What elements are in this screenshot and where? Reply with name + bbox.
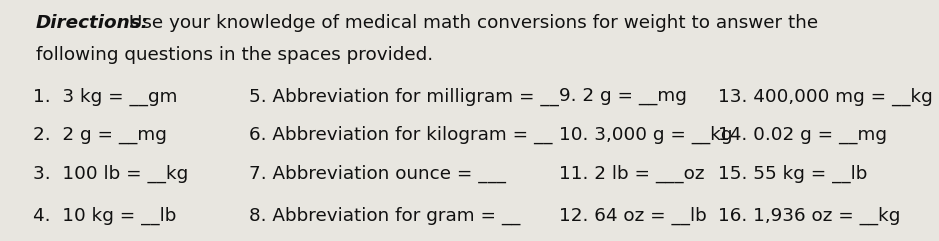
Text: 3.  100 lb = __kg: 3. 100 lb = __kg (33, 164, 188, 183)
Text: 5. Abbreviation for milligram = __: 5. Abbreviation for milligram = __ (249, 87, 559, 106)
Text: 9. 2 g = __mg: 9. 2 g = __mg (559, 87, 686, 105)
Text: 16. 1,936 oz = __kg: 16. 1,936 oz = __kg (718, 207, 901, 225)
Text: 4.  10 kg = __lb: 4. 10 kg = __lb (33, 207, 177, 225)
Text: following questions in the spaces provided.: following questions in the spaces provid… (36, 46, 433, 64)
Text: 2.  2 g = __mg: 2. 2 g = __mg (33, 126, 167, 144)
Text: 10. 3,000 g = __kg: 10. 3,000 g = __kg (559, 126, 732, 144)
Text: 11. 2 lb = ___oz: 11. 2 lb = ___oz (559, 164, 704, 183)
Text: 12. 64 oz = __lb: 12. 64 oz = __lb (559, 207, 706, 225)
Text: 13. 400,000 mg = __kg: 13. 400,000 mg = __kg (718, 87, 933, 106)
Text: 6. Abbreviation for kilogram = __: 6. Abbreviation for kilogram = __ (249, 126, 552, 144)
Text: Directions:: Directions: (36, 14, 148, 33)
Text: 7. Abbreviation ounce = ___: 7. Abbreviation ounce = ___ (249, 164, 506, 183)
Text: Use your knowledge of medical math conversions for weight to answer the: Use your knowledge of medical math conve… (123, 14, 818, 33)
Text: 1.  3 kg = __gm: 1. 3 kg = __gm (33, 87, 177, 106)
Text: 15. 55 kg = __lb: 15. 55 kg = __lb (718, 164, 868, 183)
Text: 8. Abbreviation for gram = __: 8. Abbreviation for gram = __ (249, 207, 520, 225)
Text: 14. 0.02 g = __mg: 14. 0.02 g = __mg (718, 126, 887, 144)
